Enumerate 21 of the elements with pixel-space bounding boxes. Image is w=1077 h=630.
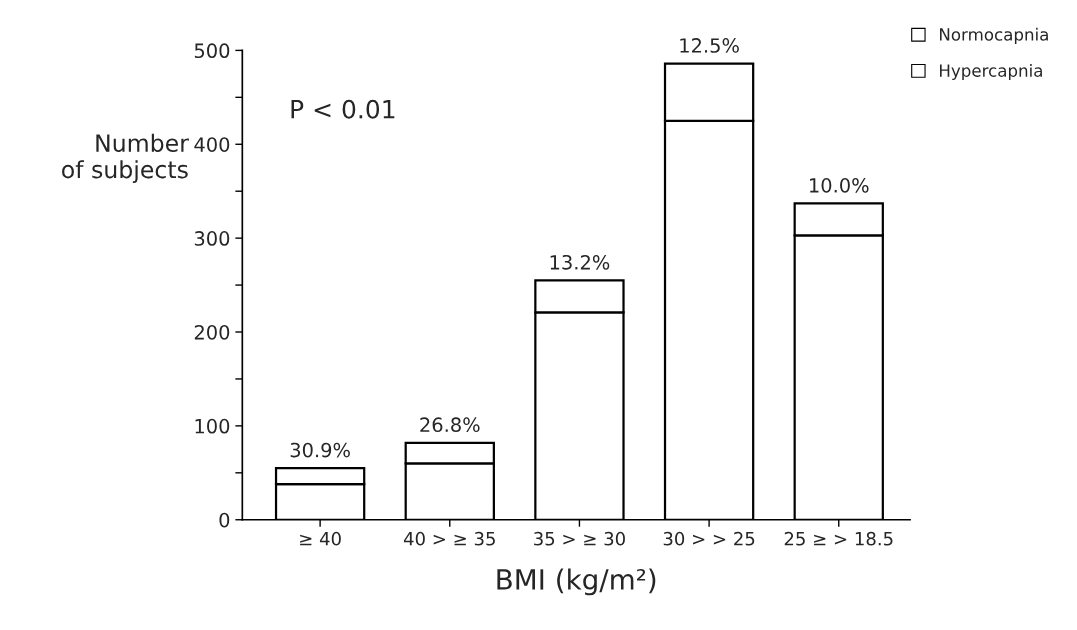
x-tick-label: ≥ 40	[300, 531, 341, 546]
annotation: 26.8%	[420, 417, 480, 433]
y-tick-label: 300	[194, 231, 230, 246]
legend-label: Hypercapnia	[940, 63, 1042, 81]
y-tick-label: 100	[195, 418, 230, 434]
x-tick-label: 30 > > 25	[663, 531, 755, 546]
annotation: 10.0%	[810, 177, 869, 193]
annotation: P < 0.01	[291, 99, 395, 119]
y-tick-label: 200	[194, 324, 230, 340]
x-tick-label: 25 ≥ > 18.5	[784, 531, 893, 546]
annotation: 30.9%	[290, 442, 350, 458]
legend-label: Normocapnia	[940, 27, 1048, 44]
y-tick-label: 0	[219, 512, 230, 528]
y-axis-title: Number of subjects	[62, 133, 189, 183]
x-tick-label: 35 > ≥ 30	[534, 531, 625, 546]
x-axis-title: BMI (kg/m²)	[497, 568, 656, 596]
annotation: 13.2%	[550, 254, 610, 270]
y-tick-label: 500	[194, 43, 230, 59]
y-tick-label: 400	[194, 137, 230, 152]
x-tick-label: 40 > ≥ 35	[403, 531, 495, 546]
annotation: 12.5%	[680, 38, 739, 53]
